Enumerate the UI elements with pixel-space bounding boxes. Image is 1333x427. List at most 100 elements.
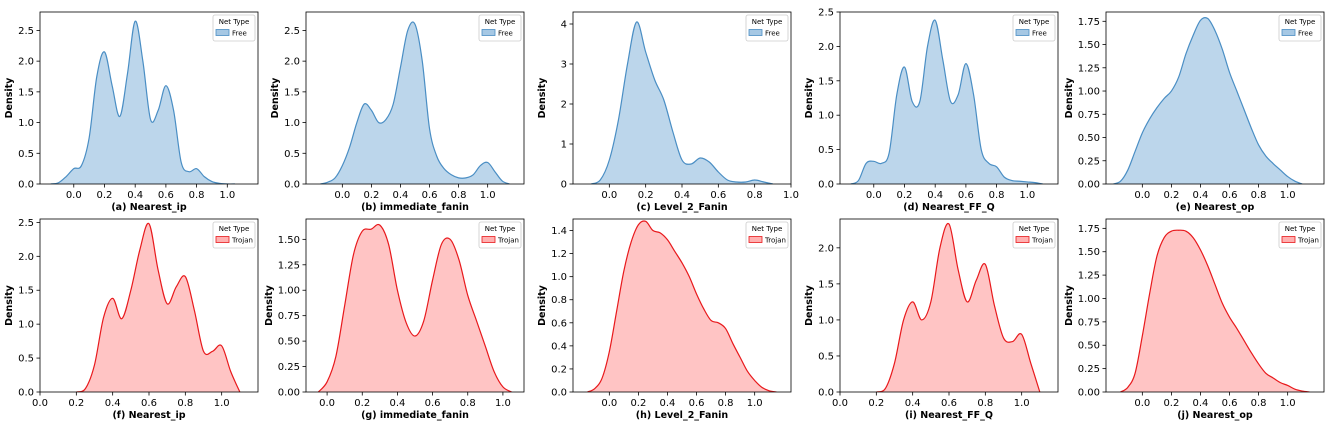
x-tick-label: 0.0 — [601, 190, 617, 201]
subplot-9: 0.0 0.2 0.4 0.6 0.8 1.0 0.0 0.5 1.0 1.5 2.0 Density… — [804, 218, 1059, 421]
y-tick-label: 1.5 — [284, 87, 300, 98]
x-tick-label: 0.0 — [32, 398, 48, 409]
y-tick-label: 1.4 — [551, 226, 567, 237]
y-axis-label: Density — [1064, 284, 1075, 326]
legend-swatch — [215, 236, 230, 243]
x-tick-label: 0.4 — [105, 398, 121, 409]
y-axis-label: Density — [537, 77, 548, 119]
legend-swatch — [1015, 236, 1030, 243]
axes-frame — [572, 218, 792, 393]
x-tick-label: 0.4 — [674, 190, 690, 201]
y-tick-label: 0.50 — [1078, 133, 1100, 144]
legend: Net Type Free — [212, 14, 256, 42]
legend: Net Type Trojan — [212, 221, 256, 249]
x-tick-label: 1.0 — [1014, 398, 1030, 409]
y-tick-label: 1.50 — [1078, 247, 1100, 258]
y-tick-label: 2.0 — [818, 42, 834, 53]
density-line — [320, 21, 510, 184]
y-tick-label: 0.6 — [551, 318, 567, 329]
subplot-title: (j) Nearest_op — [1177, 410, 1253, 421]
y-tick-label: 1.00 — [1078, 294, 1100, 305]
x-tick-label: 0.2 — [363, 190, 379, 201]
legend: Net Type Free — [478, 14, 522, 42]
x-tick-label: 0.6 — [958, 190, 974, 201]
legend-swatch — [481, 29, 496, 36]
density-line — [850, 19, 1043, 184]
subplot-2: 0.0 0.2 0.4 0.6 0.8 1.0 0.0 0.5 1.0 1.5 2.0 2.5 Dens… — [270, 11, 525, 213]
density-line — [590, 21, 773, 184]
y-tick-label: 2.5 — [818, 8, 834, 19]
y-tick-label: 0.0 — [18, 180, 34, 191]
y-tick-label: 1.75 — [1078, 224, 1100, 235]
y-tick-label: 2.5 — [18, 26, 34, 37]
subplot-3: 0.0 0.2 0.4 0.6 0.8 1.0 0 1 2 3 4 Density (c) Level_… — [537, 11, 799, 213]
x-tick-label: 0.4 — [393, 190, 409, 201]
y-tick-label: 0.0 — [818, 388, 834, 399]
y-tick-label: 0.0 — [284, 180, 300, 191]
legend-label: Free — [765, 30, 780, 38]
y-tick-label: 0.75 — [1078, 110, 1100, 121]
legend-swatch — [1281, 29, 1296, 36]
density-line — [587, 220, 777, 392]
subplot-5: 0.0 0.2 0.4 0.6 0.8 1.0 0.00 0.25 0.50 0.75 1.00 1.… — [1064, 11, 1325, 213]
axes-frame — [39, 11, 259, 185]
legend-title: Net Type — [219, 225, 250, 233]
legend-label: Trojan — [1297, 237, 1319, 245]
legend: Net Type Free — [745, 14, 789, 42]
subplot-1: 0.0 0.2 0.4 0.6 0.8 1.0 0.0 0.5 1.0 1.5 2.0 2.5 Dens… — [4, 11, 259, 213]
x-tick-label: 0.8 — [977, 398, 993, 409]
x-tick-label: 0.6 — [1222, 190, 1238, 201]
x-tick-label: 0.8 — [747, 190, 763, 201]
density-line — [876, 222, 1041, 392]
subplot-title: (g) immediate_fanin — [361, 410, 469, 421]
y-tick-label: 2 — [561, 100, 567, 111]
y-axis-label: Density — [1064, 77, 1075, 119]
axes-frame — [305, 11, 525, 185]
density-area — [320, 22, 510, 184]
x-tick-label: 1.0 — [214, 398, 230, 409]
y-tick-label: 1.5 — [818, 76, 834, 87]
density-area — [850, 20, 1043, 184]
y-tick-label: 2.5 — [284, 26, 300, 37]
y-axis-label: Density — [264, 284, 275, 326]
y-axis-label: Density — [270, 77, 281, 119]
legend-label: Free — [232, 30, 247, 38]
y-tick-label: 2.0 — [18, 252, 34, 263]
y-axis-label: Density — [537, 284, 548, 326]
x-tick-label: 0.0 — [334, 190, 350, 201]
x-tick-label: 1.0 — [783, 190, 799, 201]
x-tick-label: 0.6 — [425, 398, 441, 409]
y-tick-label: 0.2 — [551, 364, 567, 375]
x-tick-label: 1.0 — [495, 398, 511, 409]
density-area — [587, 220, 777, 392]
legend-title: Net Type — [1019, 225, 1050, 233]
x-tick-label: 0.8 — [718, 398, 734, 409]
y-axis-label: Density — [4, 284, 15, 326]
y-tick-label: 1.0 — [551, 272, 567, 283]
y-tick-label: 1.50 — [1078, 40, 1100, 51]
y-tick-label: 1.0 — [818, 111, 834, 122]
x-tick-label: 0.0 — [66, 190, 82, 201]
density-area — [76, 223, 240, 392]
legend-title: Net Type — [485, 225, 516, 233]
legend-title: Net Type — [1019, 18, 1050, 26]
subplot-title: (f) Nearest_ip — [112, 410, 185, 421]
subplot-7: 0.0 0.2 0.4 0.6 0.8 1.0 0.00 0.25 0.50 0.75 1.00 1.… — [264, 218, 525, 421]
y-tick-label: 2.0 — [18, 57, 34, 68]
x-tick-label: 0.8 — [1251, 190, 1267, 201]
y-tick-label: 0.75 — [278, 311, 300, 322]
x-tick-label: 1.0 — [219, 190, 235, 201]
y-tick-label: 0.00 — [1078, 180, 1100, 191]
x-tick-label: 0.6 — [710, 190, 726, 201]
x-tick-label: 0.0 — [319, 398, 335, 409]
density-line — [1120, 229, 1310, 392]
subplot-8: 0.0 0.2 0.4 0.6 0.8 1.0 0.0 0.2 0.4 0.6 0.8 1.0 1.2 1… — [537, 218, 792, 421]
y-tick-label: 0.5 — [284, 149, 300, 160]
y-tick-label: 4 — [561, 20, 567, 31]
legend-label: Trojan — [497, 237, 519, 245]
subplot-10: 0.0 0.2 0.4 0.6 0.8 1.0 0.00 0.25 0.50 0.75 1.00 1.… — [1064, 218, 1325, 421]
y-axis-label: Density — [804, 77, 815, 119]
axes-frame — [1105, 218, 1325, 393]
legend-title: Net Type — [1285, 18, 1316, 26]
x-tick-label: 0.0 — [832, 398, 848, 409]
